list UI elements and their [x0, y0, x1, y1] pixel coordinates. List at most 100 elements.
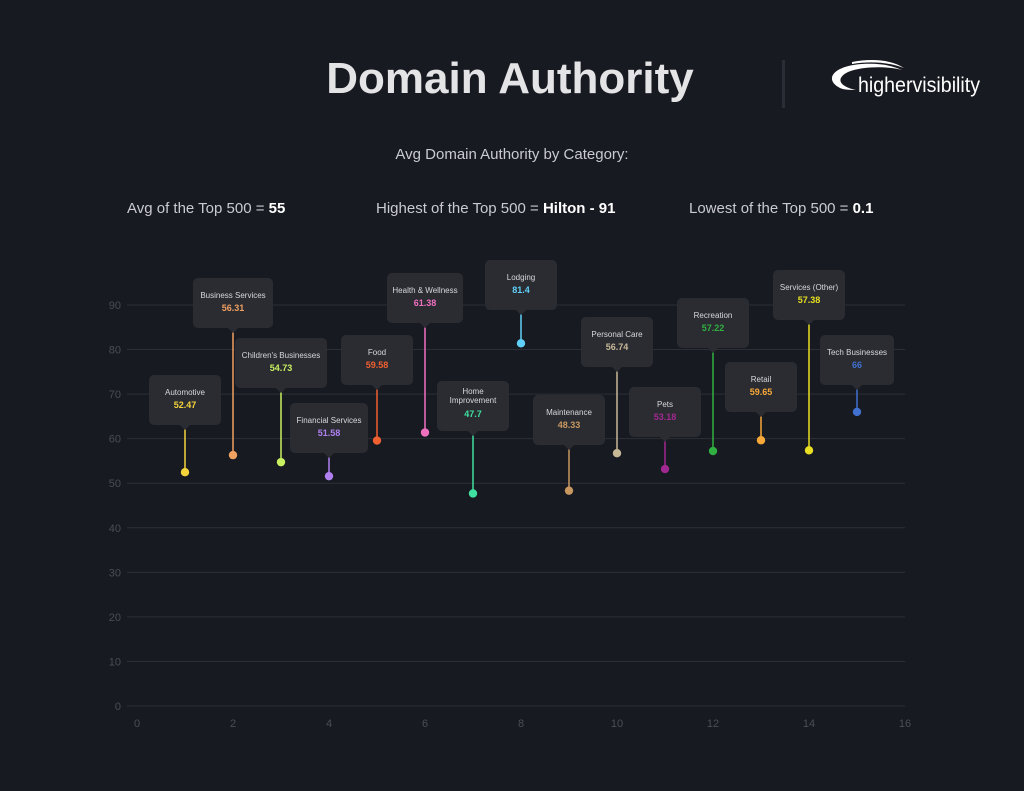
tooltip-pointer — [228, 328, 238, 333]
tooltip-label: Food — [368, 348, 386, 357]
tooltip-value: 51.58 — [318, 428, 341, 438]
data-point-children-s-businesses: Children's Businesses 54.73 — [235, 338, 327, 467]
tooltip-value: 81.4 — [512, 285, 530, 295]
y-tick-label: 10 — [109, 656, 121, 668]
data-point-financial-services: Financial Services 51.58 — [290, 403, 368, 481]
tooltip-pointer — [372, 385, 382, 390]
tooltip-pointer — [852, 385, 862, 390]
tooltip-pointer — [804, 320, 814, 325]
x-tick-label: 6 — [422, 718, 428, 730]
tooltip-label: Recreation — [694, 311, 733, 320]
point-marker — [180, 468, 190, 477]
tooltip-box — [677, 298, 749, 348]
tooltip-value: 47.7 — [464, 409, 482, 419]
tooltip-value: 48.33 — [558, 420, 581, 430]
logo-text: highervisibility — [858, 74, 980, 97]
stat-lowest: Lowest of the Top 500 = 0.1 — [689, 200, 873, 217]
tooltip-pointer — [276, 388, 286, 393]
tooltip-box — [235, 338, 327, 388]
data-point-home-improvement: Home Improvement 47.7 — [437, 381, 509, 498]
data-point-retail: Retail 59.65 — [725, 362, 797, 445]
tooltip-value: 56.74 — [606, 342, 629, 352]
point-marker — [372, 436, 382, 445]
y-tick-label: 90 — [109, 300, 121, 312]
header-divider — [782, 60, 785, 108]
tooltip-label: Pets — [657, 400, 673, 409]
tooltip-pointer — [756, 412, 766, 417]
x-tick-label: 2 — [230, 718, 236, 730]
point-marker — [804, 446, 814, 455]
tooltip-pointer — [564, 445, 574, 450]
tooltip-box — [629, 387, 701, 437]
data-point-recreation: Recreation 57.22 — [677, 298, 749, 456]
data-point-personal-care: Personal Care 56.74 — [581, 317, 653, 458]
tooltip-label: Financial Services — [297, 416, 362, 425]
stat-label: Lowest of the Top 500 = — [689, 200, 853, 217]
tooltip-value: 54.73 — [270, 363, 293, 373]
point-marker — [468, 489, 478, 498]
tooltip-label: Retail — [751, 375, 772, 384]
tooltip-box — [387, 273, 463, 323]
stat-highest: Highest of the Top 500 = Hilton - 91 — [376, 200, 615, 217]
tooltip-value: 52.47 — [174, 400, 197, 410]
data-point-health-wellness: Health & Wellness 61.38 — [387, 273, 463, 437]
point-marker — [516, 339, 526, 348]
point-marker — [276, 457, 286, 467]
tooltip-pointer — [324, 453, 334, 458]
tooltip-value: 61.38 — [414, 298, 437, 308]
x-tick-label: 0 — [134, 718, 140, 730]
tooltip-pointer — [708, 348, 718, 353]
x-tick-label: 16 — [899, 718, 911, 730]
tooltip-label: Health & Wellness — [392, 286, 457, 295]
tooltip-box — [725, 362, 797, 412]
point-marker — [564, 486, 574, 495]
tooltip-label: Tech Businesses — [827, 348, 887, 357]
x-tick-label: 10 — [611, 718, 623, 730]
tooltip-label-line: Improvement — [450, 396, 497, 405]
tooltip-label: Personal Care — [591, 330, 643, 339]
x-tick-label: 12 — [707, 718, 719, 730]
tooltip-box — [581, 317, 653, 367]
y-tick-label: 40 — [109, 523, 121, 535]
point-marker — [612, 448, 622, 458]
tooltip-value: 57.38 — [798, 295, 821, 305]
x-tick-label: 8 — [518, 718, 524, 730]
tooltip-box — [290, 403, 368, 453]
data-point-lodging: Lodging 81.4 — [485, 260, 557, 348]
point-marker — [708, 446, 718, 456]
tooltip-value: 53.18 — [654, 412, 677, 422]
tooltip-label-line: Home — [462, 387, 484, 396]
highervisibility-logo: highervisibility — [831, 60, 980, 97]
page-title: Domain Authority — [326, 54, 694, 103]
y-tick-label: 50 — [109, 478, 121, 490]
x-tick-label: 14 — [803, 718, 815, 730]
point-marker — [852, 407, 862, 417]
x-tick-label: 4 — [326, 718, 332, 730]
data-point-pets: Pets 53.18 — [629, 387, 701, 474]
tooltip-label: Children's Businesses — [242, 351, 320, 360]
y-tick-label: 0 — [115, 701, 121, 713]
data-point-maintenance: Maintenance 48.33 — [533, 395, 605, 495]
stat-label: Avg of the Top 500 = — [127, 200, 269, 217]
data-point-automotive: Automotive 52.47 — [149, 375, 221, 477]
data-point-tech-businesses: Tech Businesses 66 — [820, 335, 894, 417]
point-marker — [228, 450, 238, 460]
y-tick-label: 30 — [109, 567, 121, 579]
tooltip-value: 57.22 — [702, 323, 725, 333]
tooltip-box — [820, 335, 894, 385]
stat-label: Highest of the Top 500 = — [376, 200, 543, 217]
point-marker — [420, 428, 430, 437]
tooltip-pointer — [468, 431, 478, 436]
tooltip-box — [773, 270, 845, 320]
stat-value: 0.1 — [852, 200, 874, 217]
point-marker — [756, 436, 766, 445]
tooltip-box — [193, 278, 273, 328]
point-marker — [660, 464, 670, 474]
y-tick-label: 20 — [109, 612, 121, 624]
tooltip-label: Business Services — [200, 291, 265, 300]
tooltip-value: 56.31 — [222, 303, 245, 313]
tooltip-label: Home Improvement — [450, 387, 497, 405]
stat-value: Hilton - 91 — [542, 200, 616, 217]
tooltip-label: Services (Other) — [780, 283, 839, 292]
data-point-food: Food 59.58 — [341, 335, 413, 445]
